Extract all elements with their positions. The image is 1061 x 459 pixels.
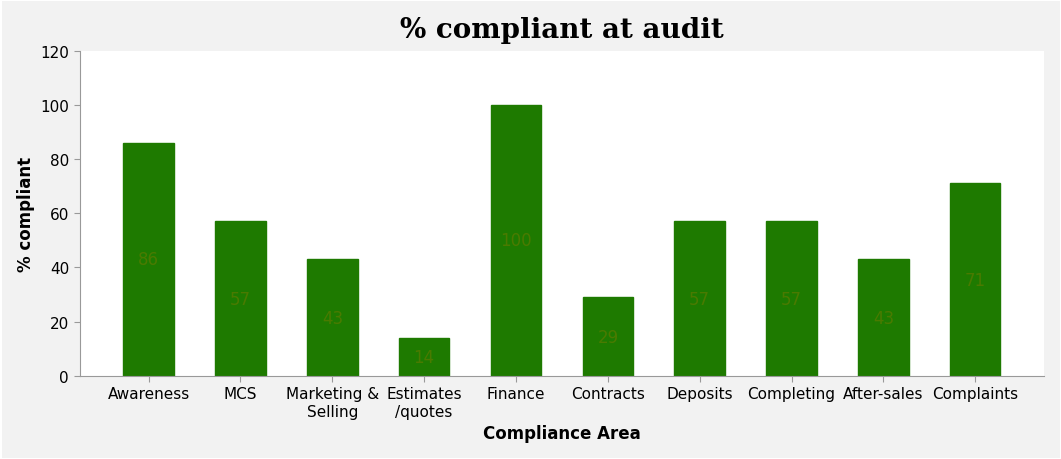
Text: 57: 57 [690,290,710,308]
Text: 57: 57 [781,290,802,308]
Bar [215,222,265,376]
Text: 43: 43 [873,309,894,327]
Bar [950,184,1001,376]
Y-axis label: % compliant: % compliant [17,157,35,271]
Bar [675,222,725,376]
Bar [582,298,633,376]
Bar [491,106,541,376]
Text: 43: 43 [321,309,343,327]
Text: 14: 14 [414,348,435,366]
Text: 71: 71 [964,271,986,289]
Bar [858,260,908,376]
Title: % compliant at audit: % compliant at audit [400,17,724,44]
Text: 57: 57 [230,290,251,308]
Text: 86: 86 [138,251,159,269]
Text: 29: 29 [597,328,619,346]
Text: 100: 100 [500,232,532,250]
Bar [399,338,450,376]
X-axis label: Compliance Area: Compliance Area [483,425,641,442]
Bar [123,144,174,376]
Bar [307,260,358,376]
Bar [766,222,817,376]
